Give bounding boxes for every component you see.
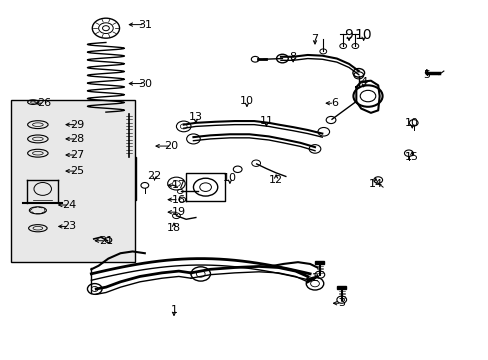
Text: 7: 7 [311,34,318,44]
Text: 13: 13 [188,112,203,122]
Text: 18: 18 [166,223,181,233]
Bar [315,261,324,264]
Text: 3: 3 [338,298,345,308]
Text: 23: 23 [62,221,76,231]
Text: 14: 14 [368,179,382,189]
Text: 16: 16 [171,195,185,204]
Text: 29: 29 [69,120,84,130]
Text: 12: 12 [268,175,283,185]
Text: 17: 17 [171,180,185,190]
Text: 25: 25 [70,166,83,176]
Text: 4: 4 [359,77,366,87]
Text: 5: 5 [423,69,429,80]
Text: 10: 10 [405,118,418,128]
Text: 28: 28 [69,134,84,144]
Text: 27: 27 [69,150,84,160]
Text: 22: 22 [147,171,162,181]
Text: 2: 2 [311,273,318,283]
FancyBboxPatch shape [11,100,135,262]
Text: 30: 30 [138,78,151,89]
Text: 6: 6 [330,98,337,108]
Text: 11: 11 [259,116,273,126]
Text: 26: 26 [37,98,51,108]
Text: 10: 10 [354,28,372,42]
Text: 10: 10 [240,96,253,107]
Bar [122,157,135,200]
Text: 10: 10 [223,173,236,183]
Text: 20: 20 [164,141,178,151]
Text: 21: 21 [99,236,113,246]
Text: 24: 24 [62,200,77,210]
Text: 9: 9 [344,28,353,42]
Text: 31: 31 [138,19,151,30]
Text: 15: 15 [405,152,418,162]
Text: 8: 8 [289,52,296,62]
Text: 19: 19 [171,207,185,217]
Text: 1: 1 [170,305,177,315]
Bar [337,286,346,289]
